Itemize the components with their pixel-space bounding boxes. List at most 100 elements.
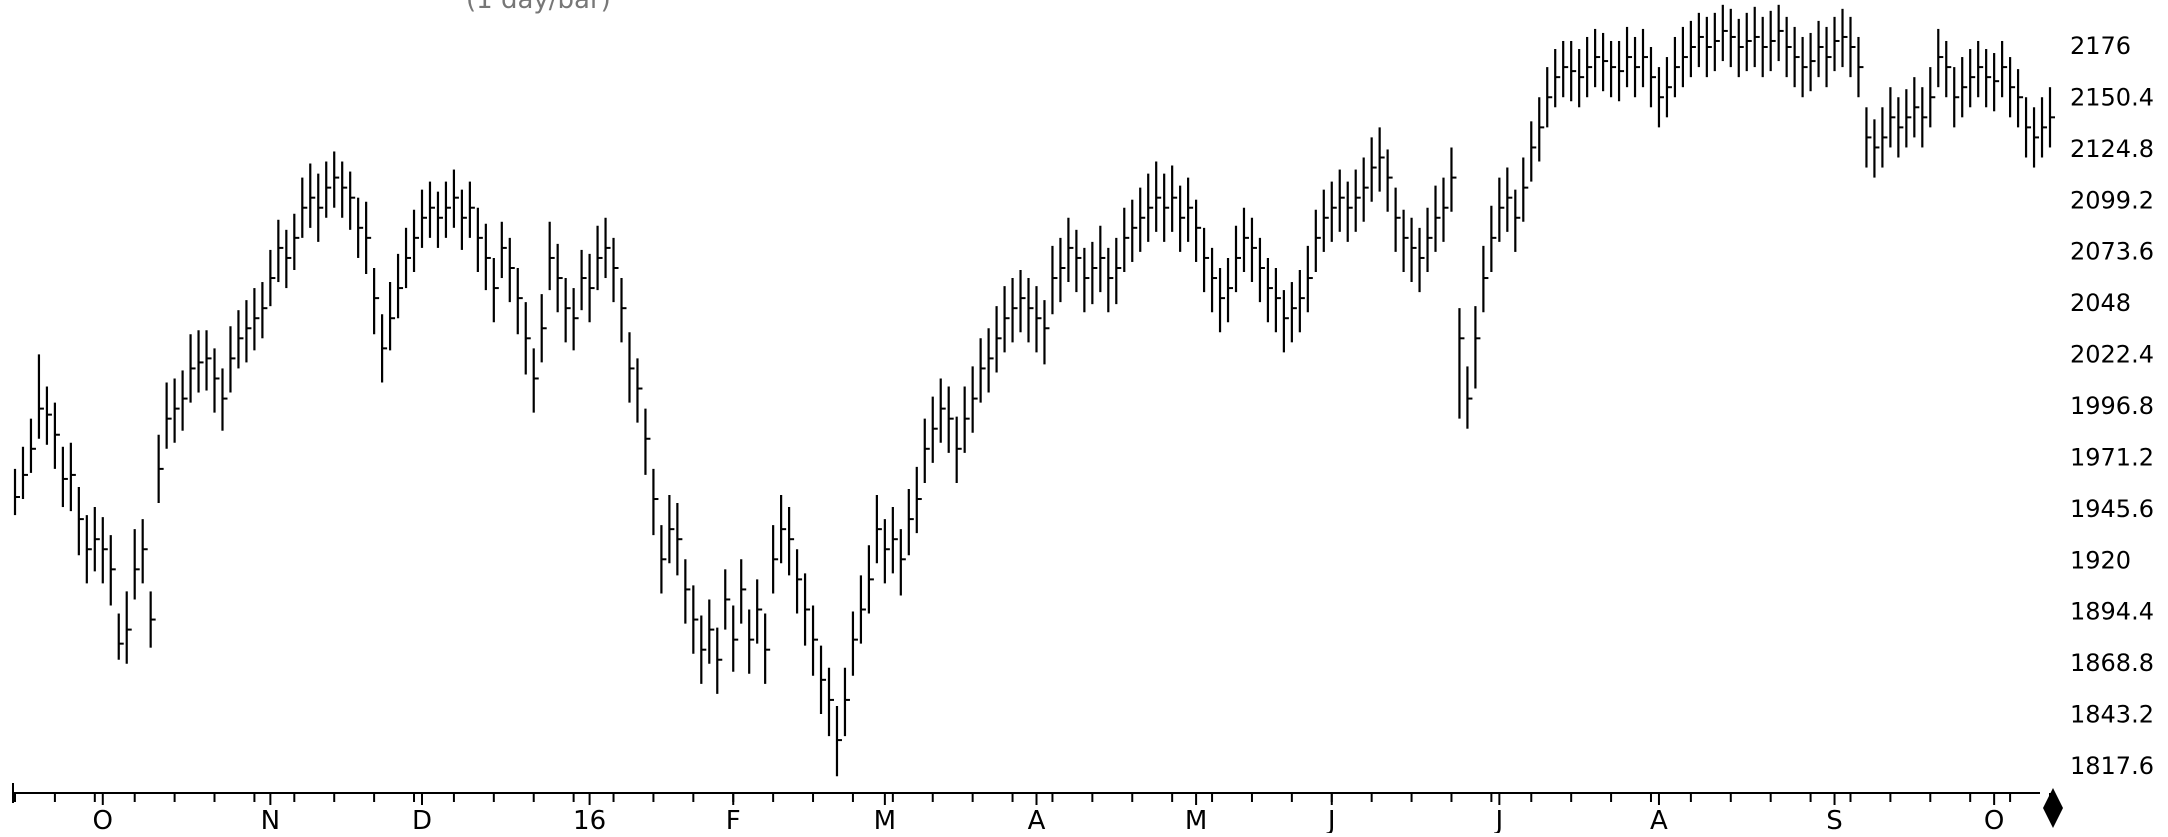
x-tick-label: S (1826, 806, 1843, 833)
price-bar (1825, 26, 1832, 88)
x-tick-label: M (874, 806, 896, 833)
price-bar (1601, 32, 1609, 92)
price-bar (748, 609, 755, 674)
scroll-diamond-icon[interactable] (2043, 788, 2063, 828)
price-bar (428, 181, 435, 238)
price-bar (1466, 366, 1473, 429)
price-bar (1282, 290, 1289, 353)
price-bar (1793, 26, 1800, 88)
price-bar (875, 495, 882, 564)
price-bar (1187, 177, 1194, 242)
price-bar (1897, 97, 1904, 158)
price-bar (1067, 217, 1074, 283)
price-bar (1274, 267, 1281, 333)
price-bar (1394, 187, 1401, 252)
price-bar (684, 559, 691, 624)
price-bar (1833, 16, 1840, 72)
price-bar (1075, 229, 1082, 293)
price-bar (101, 517, 108, 584)
price-bar (1721, 4, 1728, 62)
price-bar (205, 330, 212, 391)
price-bar (1681, 26, 1688, 88)
price-bar (333, 151, 340, 208)
price-bar (1594, 28, 1601, 88)
price-bar (572, 288, 579, 351)
price-bar (1745, 12, 1752, 72)
price-bar (1522, 157, 1529, 222)
price-bar (1202, 227, 1210, 293)
x-tick-label: J (1494, 806, 1504, 833)
price-bar (1003, 286, 1010, 353)
price-bar (971, 366, 978, 433)
price-bar (213, 348, 220, 413)
price-bar (1737, 18, 1744, 78)
price-bar (620, 278, 627, 343)
price-bar (1442, 177, 1449, 242)
price-bar (1330, 181, 1337, 242)
price-bar (1099, 225, 1106, 293)
x-tick-label: F (726, 806, 741, 833)
price-bar (2040, 97, 2048, 158)
y-tick-label: 1894.4 (2070, 598, 2154, 626)
price-bar (420, 189, 427, 248)
price-bar (652, 468, 659, 536)
price-bar (716, 627, 723, 694)
price-bar (1609, 40, 1617, 98)
price-bar (1226, 257, 1234, 323)
price-bar (883, 519, 890, 584)
price-bar (1386, 149, 1393, 212)
y-tick-label: 2150.4 (2070, 83, 2154, 111)
price-bar (388, 282, 396, 351)
price-bar (37, 354, 44, 439)
price-bar (819, 645, 827, 714)
price-bar (1163, 173, 1170, 242)
price-bar (1713, 12, 1720, 72)
price-bar (1346, 181, 1353, 242)
price-bar (1657, 67, 1664, 128)
price-bar (1362, 157, 1369, 222)
price-bar (1011, 278, 1018, 343)
price-bar (412, 209, 420, 273)
price-bar (53, 402, 60, 469)
price-bar (1881, 107, 1888, 168)
price-bar (500, 221, 507, 279)
price-bar (700, 615, 707, 684)
price-bar (1051, 245, 1058, 315)
price-bar (1250, 217, 1257, 283)
price-bar (740, 559, 747, 624)
y-axis: 2176 2150.4 2124.8 2099.2 2073.6 2048 2022.4 19… (2070, 32, 2154, 780)
price-bar (2008, 57, 2016, 118)
price-bar (668, 495, 675, 564)
price-bar (1482, 245, 1489, 313)
price-bar (1729, 8, 1736, 68)
price-bar (452, 169, 459, 228)
price-bar (157, 434, 164, 504)
y-tick-label: 2124.8 (2070, 135, 2154, 163)
price-bar (1506, 167, 1513, 232)
price-bar (1123, 207, 1130, 273)
price-bar (516, 267, 523, 335)
price-bar (253, 288, 260, 351)
price-bar (1298, 270, 1305, 333)
price-bar (1115, 237, 1122, 305)
price-bar (1649, 47, 1656, 108)
price-bar (1625, 26, 1633, 88)
price-bar (396, 253, 404, 319)
price-bar (1945, 40, 1952, 98)
price-bar (1769, 10, 1776, 72)
price-bar (1234, 225, 1241, 293)
price-bar (1641, 28, 1648, 88)
price-bar (564, 278, 571, 343)
price-bar (365, 201, 372, 275)
price-bar (149, 591, 156, 648)
price-bar (357, 197, 364, 258)
price-bar (1107, 247, 1114, 313)
price-bar (1290, 282, 1297, 343)
y-tick-label: 1817.6 (2070, 752, 2154, 780)
price-bar (85, 515, 92, 584)
price-bar (1498, 177, 1505, 242)
price-bar (955, 416, 962, 483)
price-bar (61, 446, 68, 508)
price-bar (1131, 199, 1138, 262)
